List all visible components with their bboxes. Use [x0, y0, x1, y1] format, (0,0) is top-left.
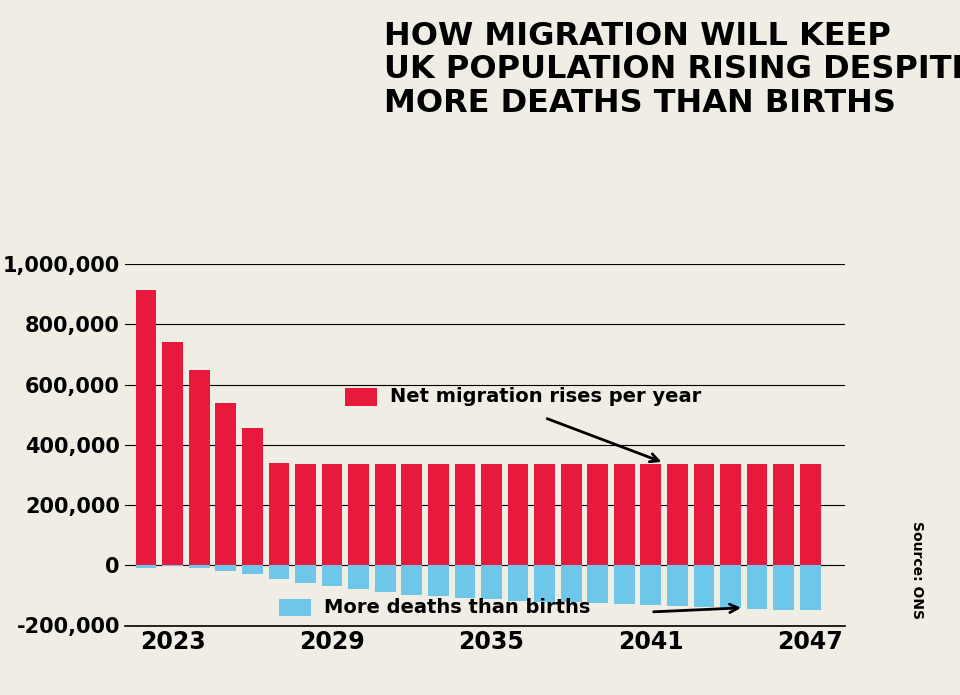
Bar: [534, 565, 555, 602]
Bar: [454, 565, 475, 598]
Bar: [667, 464, 687, 565]
Bar: [401, 464, 422, 565]
Bar: [534, 464, 555, 565]
Bar: [374, 464, 396, 565]
Bar: [162, 343, 183, 565]
Bar: [215, 565, 236, 571]
Bar: [800, 464, 821, 565]
Text: Net migration rises per year: Net migration rises per year: [391, 387, 702, 406]
Bar: [588, 464, 608, 565]
Bar: [720, 464, 741, 565]
Bar: [189, 370, 209, 565]
Bar: [322, 565, 343, 586]
Bar: [614, 565, 635, 604]
Bar: [454, 464, 475, 565]
Bar: [242, 565, 263, 574]
Bar: [508, 565, 528, 600]
Bar: [428, 464, 448, 565]
Bar: [747, 565, 767, 609]
Bar: [640, 565, 661, 605]
Bar: [800, 565, 821, 610]
Bar: [774, 464, 794, 565]
Bar: [667, 565, 687, 606]
Bar: [269, 463, 289, 565]
Bar: [428, 565, 448, 596]
Bar: [242, 428, 263, 565]
Bar: [588, 565, 608, 603]
Bar: [614, 464, 635, 565]
Bar: [481, 565, 502, 599]
Text: Source: ONS: Source: ONS: [910, 521, 924, 619]
Bar: [401, 565, 422, 595]
Bar: [747, 464, 767, 565]
Bar: [694, 464, 714, 565]
Bar: [215, 402, 236, 565]
Text: More deaths than births: More deaths than births: [324, 598, 590, 617]
Bar: [189, 565, 209, 569]
Bar: [135, 565, 156, 568]
Bar: [295, 565, 316, 582]
Bar: [508, 464, 528, 565]
Bar: [322, 464, 343, 565]
Bar: [348, 464, 369, 565]
FancyBboxPatch shape: [346, 388, 377, 406]
Bar: [269, 565, 289, 579]
Bar: [774, 565, 794, 610]
Bar: [135, 290, 156, 565]
Bar: [295, 464, 316, 565]
Bar: [694, 565, 714, 607]
Bar: [374, 565, 396, 591]
Text: HOW MIGRATION WILL KEEP
UK POPULATION RISING DESPITE
MORE DEATHS THAN BIRTHS: HOW MIGRATION WILL KEEP UK POPULATION RI…: [384, 21, 960, 119]
Bar: [720, 565, 741, 607]
Bar: [162, 565, 183, 566]
Bar: [481, 464, 502, 565]
Bar: [561, 565, 582, 603]
Bar: [348, 565, 369, 589]
FancyBboxPatch shape: [279, 599, 311, 616]
Bar: [640, 464, 661, 565]
Bar: [561, 464, 582, 565]
